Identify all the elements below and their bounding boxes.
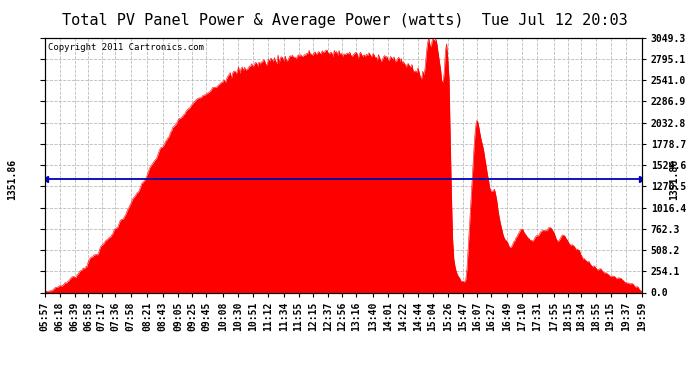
Text: 1351.86: 1351.86 — [669, 159, 680, 200]
Text: 1351.86: 1351.86 — [7, 159, 17, 200]
Text: Total PV Panel Power & Average Power (watts)  Tue Jul 12 20:03: Total PV Panel Power & Average Power (wa… — [62, 13, 628, 28]
Text: Copyright 2011 Cartronics.com: Copyright 2011 Cartronics.com — [48, 43, 204, 52]
